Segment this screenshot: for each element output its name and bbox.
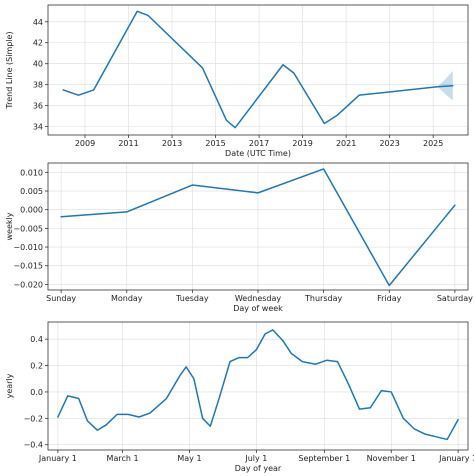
trend-xtick-label-4: 2017 xyxy=(249,139,269,148)
weekly-xaxis-label: Day of week xyxy=(233,304,283,313)
yearly-panel: January 1 March 1 May 1 July 1 September 1 No… xyxy=(5,321,474,473)
weekly-ytick-label-0: −0.020 xyxy=(13,280,43,289)
weekly-xtick-label-4: Thursday xyxy=(304,294,342,303)
trend-yaxis-label: Trend Line (Simple) xyxy=(5,31,14,109)
weekly-series-line-0 xyxy=(60,168,456,287)
yearly-ytick-label-4: 0.4 xyxy=(30,335,43,344)
trend-ytick-label-2: 38 xyxy=(33,81,43,90)
trend-ytick-label-0: 34 xyxy=(33,123,43,132)
yearly-ytick-label-0: −0.4 xyxy=(24,441,43,450)
trend-plot-frame xyxy=(47,4,469,136)
weekly-gridlines xyxy=(48,163,468,290)
yearly-gridlines xyxy=(48,322,468,450)
trend-gridlines xyxy=(48,5,468,135)
trend-xtick-label-3: 2015 xyxy=(205,139,225,148)
yearly-xaxis-label: Day of year xyxy=(235,464,282,473)
yearly-series-line-0 xyxy=(57,329,459,441)
trend-ytick-label-4: 42 xyxy=(33,39,43,48)
yearly-xtick-label-4: September 1 xyxy=(298,454,350,463)
weekly-xtick-label-0: Sunday xyxy=(46,294,76,303)
trend-xtick-label-0: 2009 xyxy=(75,139,95,148)
yearly-plot-frame xyxy=(47,321,469,451)
yearly-ytick-label-2: 0.0 xyxy=(30,388,43,397)
trend-xtick-label-5: 2019 xyxy=(292,139,312,148)
weekly-ytick-label-4: 0.000 xyxy=(20,206,43,215)
weekly-ytick-label-3: −0.005 xyxy=(13,224,43,233)
yearly-ytick-label-1: −0.2 xyxy=(24,414,43,423)
weekly-ytick-label-6: 0.010 xyxy=(20,168,43,177)
weekly-xtick-label-6: Saturday xyxy=(437,294,473,303)
weekly-ytick-label-5: 0.005 xyxy=(20,187,43,196)
trend-xtick-label-6: 2021 xyxy=(336,139,356,148)
trend-series-line-0 xyxy=(62,10,454,129)
trend-ytick-label-3: 40 xyxy=(33,60,43,69)
trend-xaxis-label: Date (UTC Time) xyxy=(225,149,291,158)
trend-xtick-label-1: 2011 xyxy=(118,139,138,148)
yearly-xtick-label-0: January 1 xyxy=(38,454,77,463)
weekly-xtick-label-5: Friday xyxy=(377,294,402,303)
trend-xtick-label-8: 2025 xyxy=(423,139,443,148)
weekly-ytick-label-2: −0.010 xyxy=(13,243,43,252)
trend-xtick-label-7: 2023 xyxy=(379,139,399,148)
weekly-xtick-label-2: Tuesday xyxy=(175,294,209,303)
weekly-yaxis-label: weekly xyxy=(5,212,14,240)
yearly-xtick-label-2: May 1 xyxy=(177,454,201,463)
yearly-xtick-label-6: January 1 xyxy=(438,454,474,463)
weekly-xtick-label-1: Monday xyxy=(111,294,143,303)
trend-panel: 2009 2011 2013 2015 2017 2019 2021 2023 2025 34 36… xyxy=(5,4,469,158)
trend-ytick-label-1: 36 xyxy=(33,102,43,111)
weekly-ytick-label-1: −0.015 xyxy=(13,262,43,271)
yearly-xtick-label-3: July 1 xyxy=(244,454,267,463)
yearly-ytick-label-3: 0.2 xyxy=(30,362,43,371)
yearly-xtick-label-5: November 1 xyxy=(367,454,416,463)
yearly-xtick-label-1: March 1 xyxy=(107,454,139,463)
weekly-panel: Sunday Monday Tuesday Wednesday Thursday Frid… xyxy=(5,162,473,313)
trend-ytick-label-5: 44 xyxy=(33,18,43,27)
yearly-yaxis-label: yearly xyxy=(5,373,14,398)
weekly-xtick-label-3: Wednesday xyxy=(235,294,282,303)
trend-xtick-label-2: 2013 xyxy=(162,139,182,148)
